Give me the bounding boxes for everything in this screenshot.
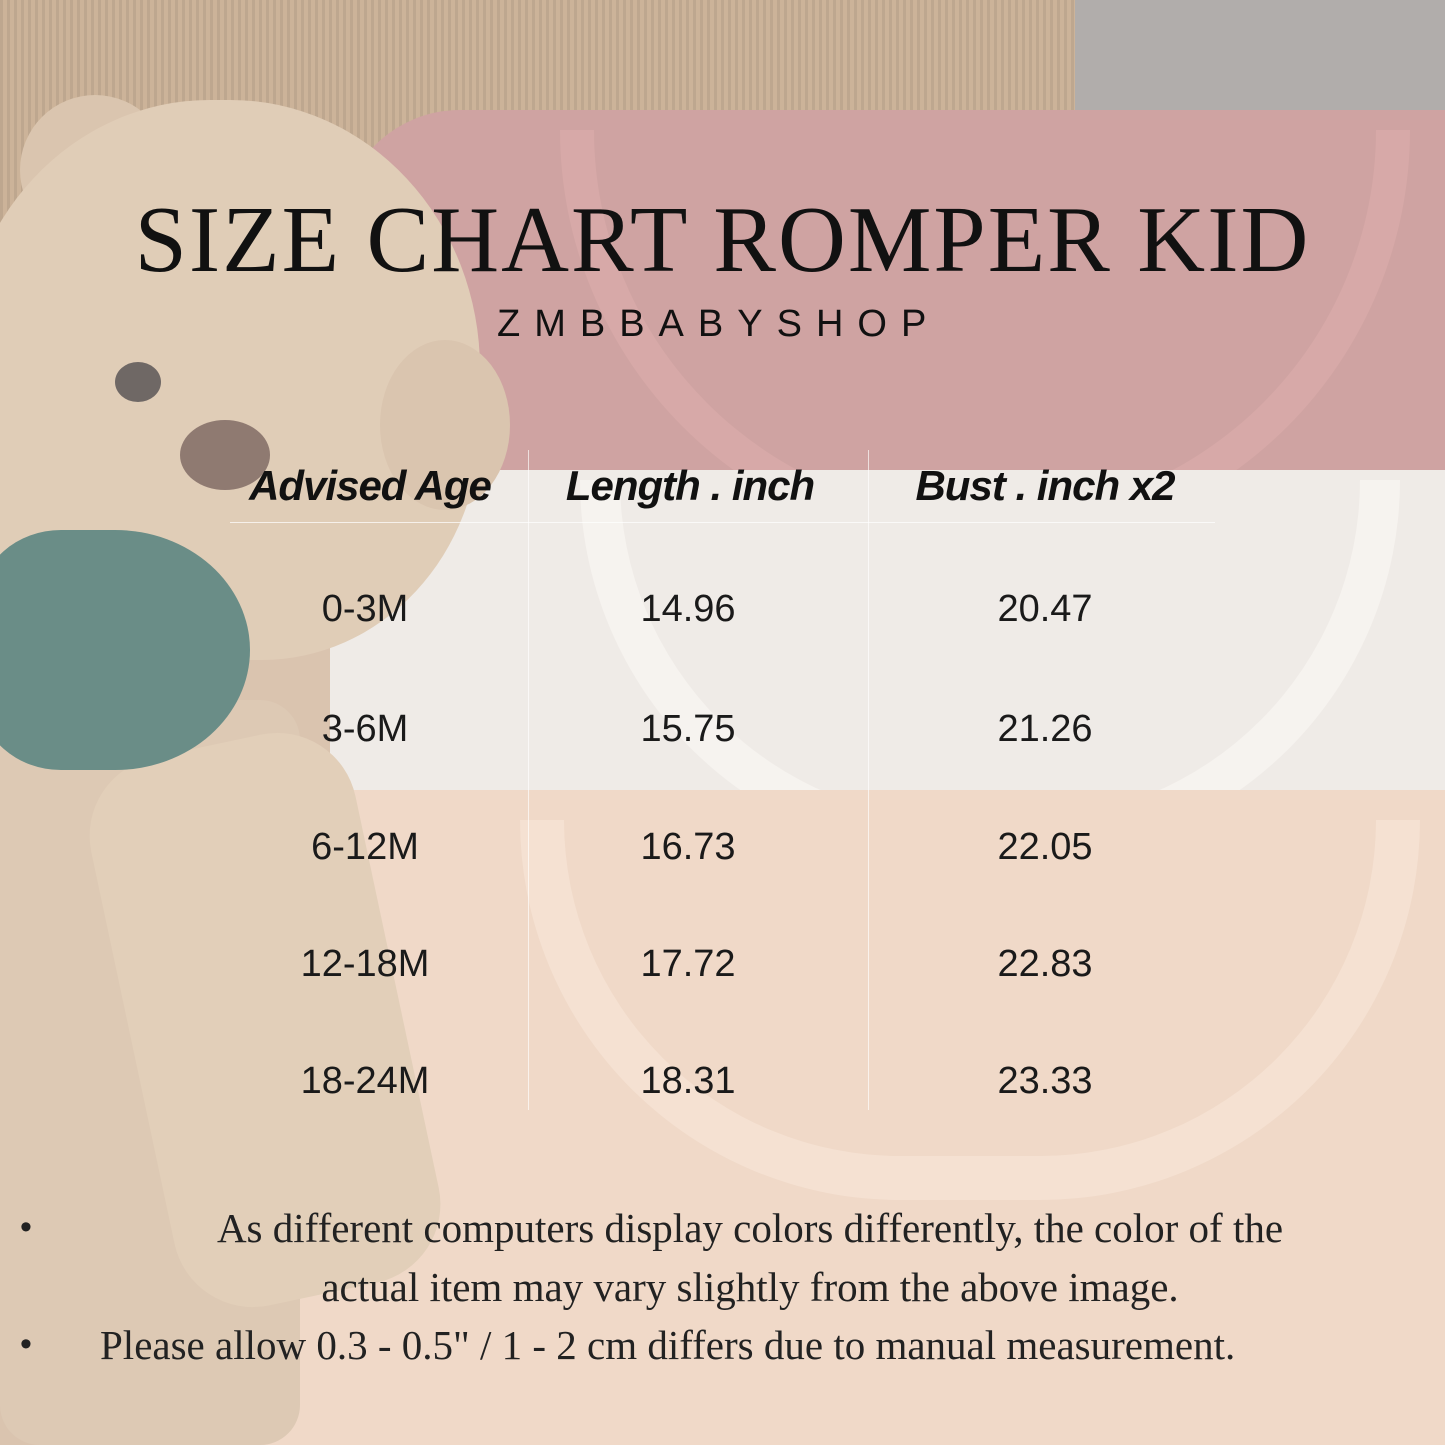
table-cell: 16.73 (640, 826, 736, 868)
table-cell: 23.33 (997, 1060, 1093, 1102)
header-length: Length . inch (565, 462, 815, 509)
table-cell: 0-3M (321, 588, 409, 630)
table-cell: 21.26 (997, 708, 1093, 750)
header-age: Advised Age (249, 462, 492, 509)
table-cell: 12-18M (300, 943, 430, 985)
table-cell: 20.47 (997, 588, 1093, 630)
table-cell: 17.72 (640, 943, 736, 985)
table-cell: 15.75 (640, 708, 736, 750)
note-1-line-1: As different computers display colors di… (216, 1205, 1284, 1251)
table-cell: 18-24M (300, 1060, 430, 1102)
bullet: • (20, 1325, 32, 1363)
header-bust: Bust . inch x2 (915, 462, 1175, 509)
table-cell: 6-12M (311, 826, 419, 868)
table-cell: 18.31 (640, 1060, 736, 1102)
note-1-line-2: actual item may vary slightly from the a… (321, 1264, 1179, 1310)
note-2: Please allow 0.3 - 0.5" / 1 - 2 cm diffe… (100, 1322, 1236, 1368)
table-cell: 3-6M (321, 708, 409, 750)
page-title: SIZE CHART ROMPER KID (134, 188, 1311, 292)
column-divider (528, 450, 529, 1110)
bullet: • (20, 1208, 32, 1246)
table-cell: 22.83 (997, 943, 1093, 985)
brand-name: ZMBBABYSHOP (497, 303, 941, 345)
column-divider (868, 450, 869, 1110)
header-divider (230, 522, 1215, 523)
table-cell: 22.05 (997, 826, 1093, 868)
table-cell: 14.96 (640, 588, 736, 630)
